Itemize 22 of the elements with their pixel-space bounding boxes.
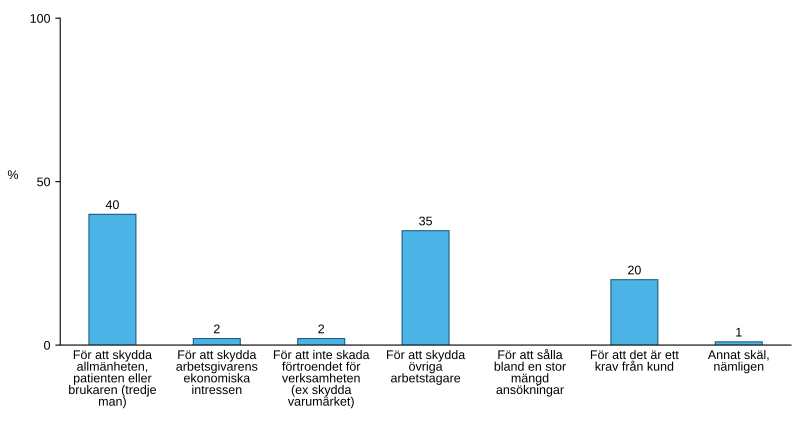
y-tick-label: 100 [30, 14, 50, 23]
data-label: 35 [419, 216, 432, 226]
x-tick-label: För att sålla bland en stor mängd ansökningar [494, 348, 566, 397]
data-label: 1 [736, 328, 742, 336]
y-tick-label: 50 [37, 177, 50, 186]
x-tick-label: För att skydda övriga arbetstagare [387, 350, 466, 385]
bar [402, 230, 450, 346]
x-tick-label: För att inte skada förtroendet för verksamheten (ex skydda varumärket) [274, 350, 370, 408]
y-axis-title: % [8, 170, 18, 180]
bar [610, 279, 658, 346]
y-tick-label: 0 [44, 340, 50, 350]
data-label: 2 [318, 324, 324, 334]
bar [88, 214, 136, 346]
data-label: 2 [214, 324, 220, 334]
x-tick-label: För att det är ett krav från kund [590, 350, 679, 371]
x-tick-label: För att skydda arbetsgivarens ekonomiska intressen [176, 350, 258, 394]
data-label: 20 [628, 266, 641, 274]
x-tick-label: Annat skäl, nämligen [708, 350, 769, 374]
x-tick-label: För att skydda allmänheten, patienten eller brukaren (tredje man) [69, 350, 156, 408]
bar [192, 338, 241, 346]
data-label: 40 [106, 200, 119, 210]
bar [297, 338, 346, 346]
